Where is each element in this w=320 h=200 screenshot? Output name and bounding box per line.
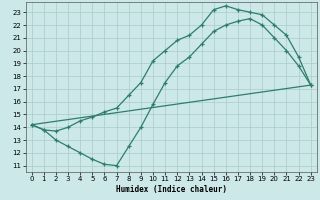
X-axis label: Humidex (Indice chaleur): Humidex (Indice chaleur) [116, 185, 227, 194]
